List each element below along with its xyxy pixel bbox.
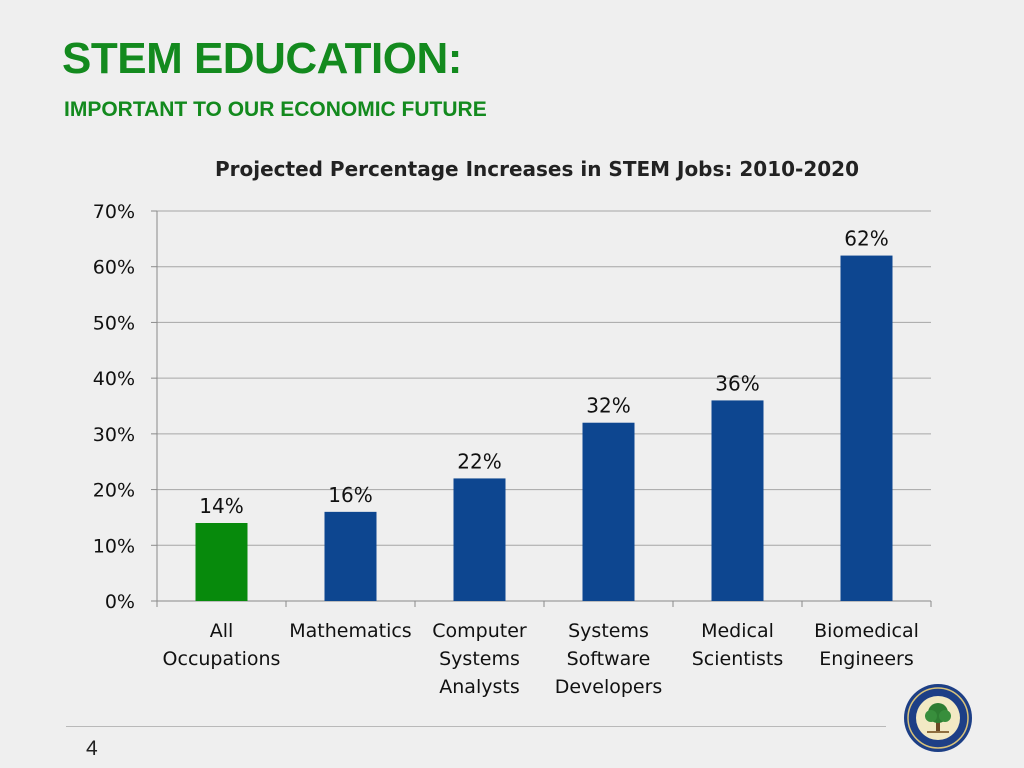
bar [711, 400, 764, 601]
department-of-education-seal-icon [904, 684, 972, 752]
bars [195, 255, 893, 602]
slide-title: STEM EDUCATION: [62, 34, 462, 83]
data-label: 16% [328, 483, 372, 507]
y-tick-label: 10% [93, 535, 135, 557]
y-tick-label: 20% [93, 480, 135, 502]
y-tick-label: 70% [93, 201, 135, 223]
bar [195, 523, 248, 601]
footer-divider [66, 726, 886, 727]
gridlines [157, 210, 931, 546]
data-label: 32% [586, 394, 630, 418]
slide-subtitle: IMPORTANT TO OUR ECONOMIC FUTURE [64, 98, 487, 121]
category-label: Computer [432, 620, 527, 642]
category-label: Systems [568, 620, 649, 642]
category-label: Systems [439, 648, 520, 670]
category-label: Software [567, 648, 651, 670]
labels: 0% 10% 20% 30% 40% 50% 60% 70% 14% All Occupations… [93, 201, 919, 698]
y-tick-label: 30% [93, 424, 135, 446]
category-label: Medical [701, 620, 774, 642]
category-label: Biomedical [814, 620, 919, 642]
y-tick-label: 60% [93, 257, 135, 279]
category-label: Mathematics [289, 620, 411, 642]
bar [840, 255, 893, 602]
category-label: Occupations [163, 648, 281, 670]
page-number: 4 [86, 737, 98, 760]
category-label: Engineers [819, 648, 914, 670]
category-label: Scientists [692, 648, 784, 670]
y-tick-label: 50% [93, 312, 135, 334]
category-label: Analysts [439, 676, 519, 698]
bar [453, 478, 506, 601]
data-label: 22% [457, 449, 501, 473]
bar-chart: Projected Percentage Increases in STEM J… [93, 157, 932, 698]
axes [151, 210, 932, 607]
bar [324, 511, 377, 601]
data-label: 62% [844, 227, 888, 251]
category-label: Developers [555, 676, 663, 698]
chart-title: Projected Percentage Increases in STEM J… [215, 157, 859, 181]
y-tick-label: 0% [105, 591, 135, 613]
category-label: All [210, 620, 234, 642]
bar [582, 422, 635, 601]
data-label: 36% [715, 371, 759, 395]
data-label: 14% [199, 494, 243, 518]
y-tick-label: 40% [93, 368, 135, 390]
